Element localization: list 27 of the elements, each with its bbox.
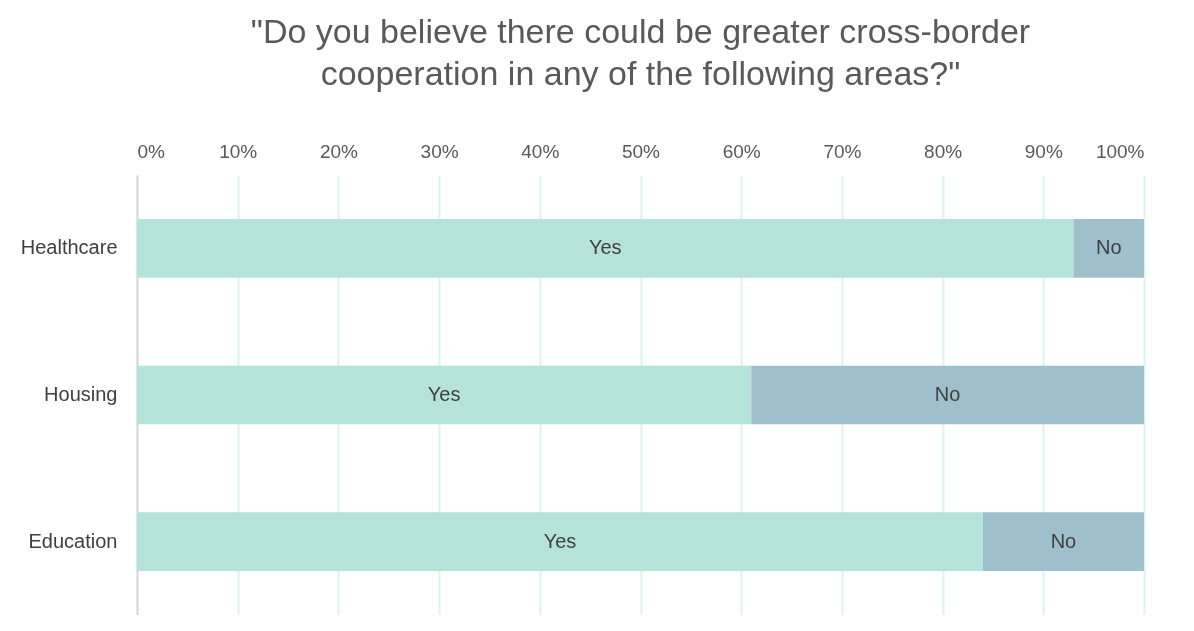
x-tick-label: 10% bbox=[219, 140, 258, 162]
x-tick-label: 100% bbox=[1095, 140, 1145, 162]
x-tick-label: 90% bbox=[1024, 140, 1063, 162]
x-tick-label: 20% bbox=[319, 140, 359, 162]
bar bbox=[137, 512, 983, 571]
text: No bbox=[1095, 236, 1122, 259]
x-tick-label: 40% bbox=[521, 140, 560, 162]
x-tick-label: 70% bbox=[823, 140, 862, 162]
x-tick-label: 30% bbox=[420, 140, 459, 162]
series-label: Yes bbox=[427, 383, 461, 405]
bar bbox=[137, 365, 752, 425]
y-tick-label: Healthcare bbox=[20, 236, 118, 259]
series-label: No bbox=[934, 383, 961, 405]
chart-title: "Do you believe there could be greater cross-border cooperation in any of the following areas?" bbox=[250, 12, 1031, 92]
bar bbox=[982, 512, 1144, 571]
bar bbox=[1073, 219, 1144, 278]
x-tick-label: 60% bbox=[722, 140, 761, 162]
text: Yes bbox=[588, 236, 622, 259]
x-tick-label: 80% bbox=[924, 140, 963, 162]
x-tick-label: 0% bbox=[137, 140, 166, 162]
text: No bbox=[1050, 529, 1077, 552]
bar bbox=[137, 219, 1074, 278]
text: Yes bbox=[543, 529, 577, 552]
y-tick-label: Housing bbox=[44, 383, 118, 405]
bar bbox=[751, 365, 1144, 425]
y-tick-label: Education bbox=[28, 529, 118, 552]
x-tick-label: 50% bbox=[621, 140, 661, 162]
